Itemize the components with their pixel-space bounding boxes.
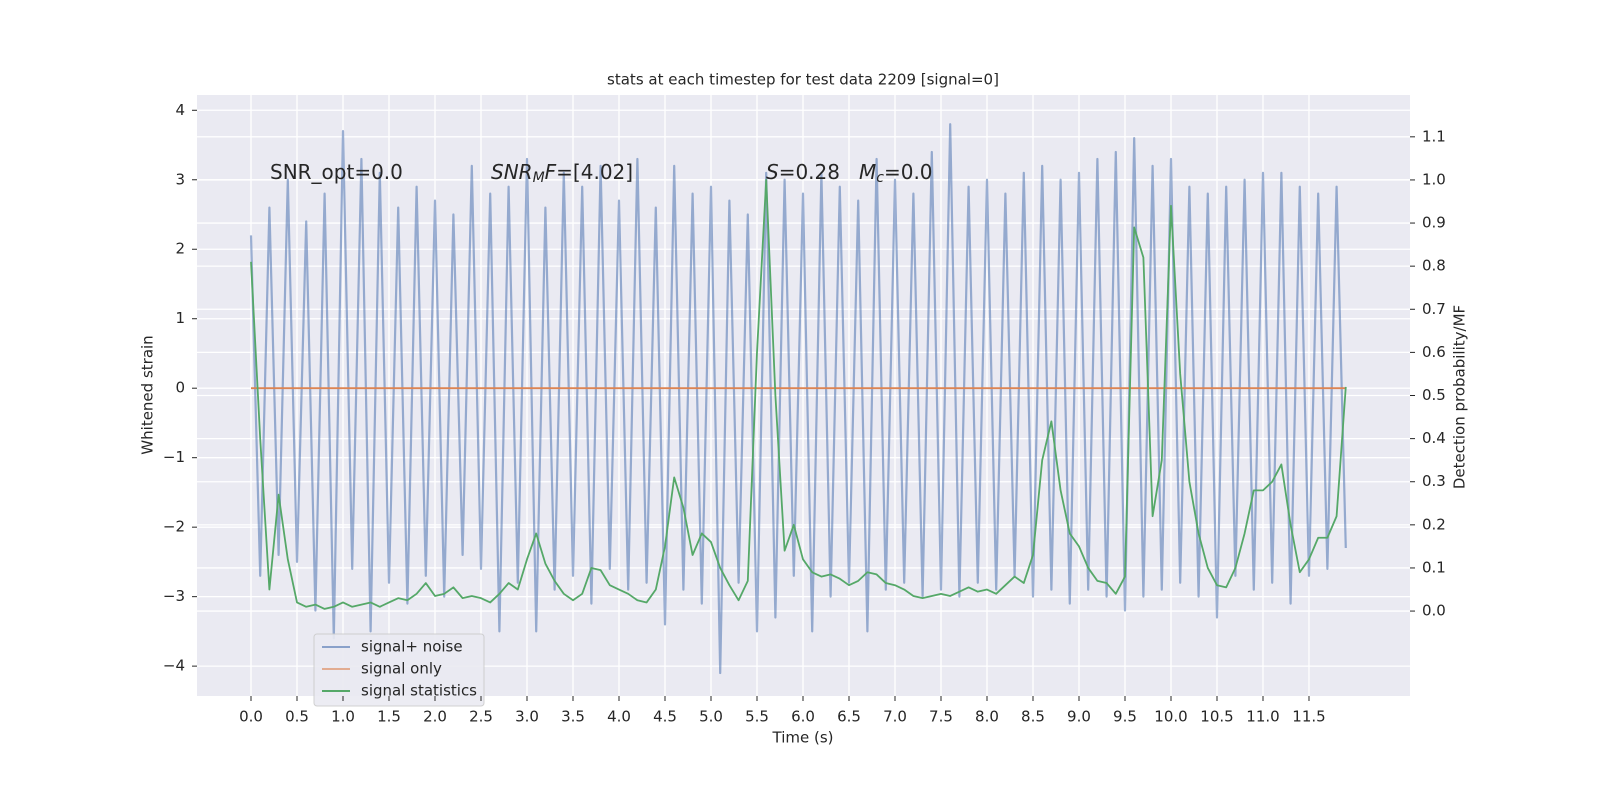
x-tick-label: 1.0 [331,708,355,726]
annotation: S=0.28 [766,160,840,184]
y-tick-label: 2 [175,240,185,258]
y2-tick-label: 0.0 [1422,602,1446,620]
y2-tick-label: 0.3 [1422,472,1446,490]
x-tick-label: 3.0 [515,708,539,726]
y2-tick-label: 0.1 [1422,558,1446,576]
legend-label: signal only [361,660,442,678]
x-tick-label: 9.5 [1113,708,1137,726]
x-tick-label: 5.5 [745,708,769,726]
legend-label: signal statistics [361,682,477,700]
y2-tick-label: 0.8 [1422,257,1446,275]
y-tick-label: 3 [175,170,185,188]
series-line [250,179,1347,610]
annotation-part: S [766,160,779,184]
x-tick-label: 10.0 [1154,708,1187,726]
y2-tick-label: 0.9 [1422,214,1446,232]
y2-tick-label: 0.2 [1422,515,1446,533]
annotation-part: =[4.02] [556,160,633,184]
y2-tick-label: 0.7 [1422,300,1446,318]
annotation-part: M [533,170,545,186]
annotation-part: =0.0 [884,160,933,184]
x-tick-label: 0.0 [239,708,263,726]
x-tick-label: 0.5 [285,708,309,726]
y2-tick-label: 0.4 [1422,429,1446,447]
y-tick-label: −4 [163,657,185,675]
x-tick-label: 1.5 [377,708,401,726]
x-tick-label: 6.5 [837,708,861,726]
y2-axis-label: Detection probability/MF [1451,305,1469,489]
series-line [249,123,1347,675]
annotation: SNR_opt=0.0 [270,160,403,184]
y2-tick-label: 0.5 [1422,386,1446,404]
y-tick-label: 0 [175,379,185,397]
x-tick-label: 7.0 [883,708,907,726]
annotation: SNRMF=[4.02] [491,160,633,187]
annotation-part: F [545,160,557,184]
x-tick-label: 4.5 [653,708,677,726]
y-axis-label: Whitened strain [139,335,157,454]
x-tick-label: 4.0 [607,708,631,726]
y2-tick-label: 1.0 [1422,170,1446,188]
y-tick-label: 4 [175,101,185,119]
y2-tick-label: 0.6 [1422,343,1446,361]
x-tick-label: 3.5 [561,708,585,726]
y2-tick-label: 1.1 [1422,127,1446,145]
legend-label: signal+ noise [361,638,463,656]
annotation-part: c [876,170,884,186]
annotation-part: M [859,160,876,184]
chart-title: stats at each timestep for test data 220… [607,71,999,89]
annotation-part: SNR_opt=0.0 [270,160,403,184]
x-tick-label: 5.0 [699,708,723,726]
x-tick-label: 6.0 [791,708,815,726]
y-tick-label: −1 [163,448,185,466]
x-tick-label: 2.5 [469,708,493,726]
x-tick-label: 2.0 [423,708,447,726]
x-axis-label: Time (s) [772,729,834,747]
legend-box [313,633,485,707]
x-tick-label: 8.5 [1021,708,1045,726]
y-tick-label: 1 [175,309,185,327]
y-tick-label: −2 [163,518,185,536]
y-tick-label: −3 [163,587,185,605]
x-tick-label: 8.0 [975,708,999,726]
x-tick-label: 7.5 [929,708,953,726]
annotation-part: =0.28 [779,160,840,184]
annotation: Mc=0.0 [859,160,933,187]
x-tick-label: 11.0 [1246,708,1279,726]
annotation-part: SNR [491,160,533,184]
x-tick-label: 11.5 [1292,708,1325,726]
x-tick-label: 10.5 [1200,708,1233,726]
x-tick-label: 9.0 [1067,708,1091,726]
